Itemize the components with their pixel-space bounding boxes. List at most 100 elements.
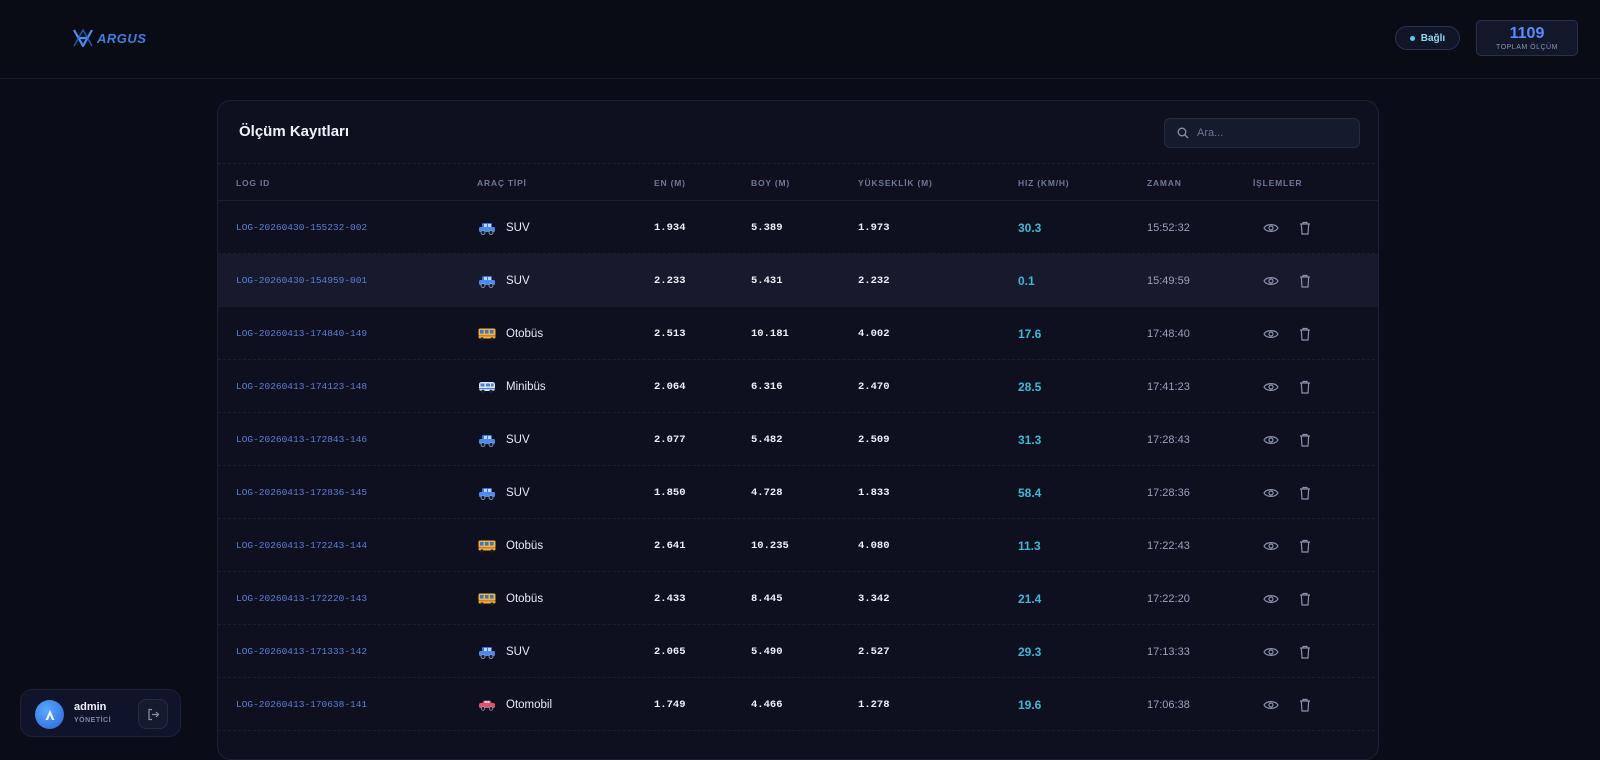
column-header-vehicle-type[interactable]: ARAÇ TİPİ bbox=[477, 178, 527, 188]
view-button[interactable] bbox=[1263, 220, 1279, 236]
user-role: YÖNETİCİ bbox=[74, 717, 112, 724]
log-id-link[interactable]: LOG-20260413-172243-144 bbox=[236, 540, 368, 551]
delete-button[interactable] bbox=[1297, 644, 1313, 660]
vehicle-type-label: SUV bbox=[506, 221, 530, 234]
table-row[interactable]: LOG-20260413-174123-148 Minibüs 2.064 6.316… bbox=[218, 360, 1378, 413]
vehicle-type-cell: Otobüs bbox=[477, 307, 543, 360]
log-id-link[interactable]: LOG-20260430-155232-002 bbox=[236, 222, 368, 233]
row-actions bbox=[1263, 466, 1313, 519]
log-id-link[interactable]: LOG-20260413-174123-148 bbox=[236, 381, 368, 392]
eye-icon bbox=[1263, 488, 1279, 497]
view-button[interactable] bbox=[1263, 644, 1279, 660]
delete-button[interactable] bbox=[1297, 273, 1313, 289]
vehicle-type-label: Otobüs bbox=[506, 327, 544, 340]
search-input[interactable] bbox=[1197, 127, 1347, 139]
delete-button[interactable] bbox=[1297, 697, 1313, 713]
table-row[interactable]: LOG-20260413-172836-145 SUV 1.850 4.728 1.83… bbox=[218, 466, 1378, 519]
delete-button[interactable] bbox=[1297, 220, 1313, 236]
user-name: admin bbox=[74, 701, 107, 713]
log-id-link[interactable]: LOG-20260430-154959-001 bbox=[236, 275, 368, 286]
column-header-log-id[interactable]: LOG ID bbox=[236, 178, 271, 188]
status-dot-icon bbox=[1409, 35, 1415, 41]
minibus-icon bbox=[477, 380, 497, 394]
height-value: 4.080 bbox=[858, 539, 890, 552]
column-header-width[interactable]: EN (M) bbox=[654, 178, 686, 188]
bus-icon bbox=[477, 539, 497, 553]
log-id-link[interactable]: LOG-20260413-171333-142 bbox=[236, 646, 368, 657]
table-row[interactable]: LOG-20260413-172843-146 SUV 2.077 5.482 2.50… bbox=[218, 413, 1378, 466]
table-row[interactable]: LOG-20260430-155232-002 SUV 1.934 5.389 1.97… bbox=[218, 201, 1378, 254]
length-value: 6.316 bbox=[751, 380, 783, 393]
view-button[interactable] bbox=[1263, 432, 1279, 448]
time-value: 17:48:40 bbox=[1147, 327, 1190, 340]
vehicle-type-cell: SUV bbox=[477, 254, 530, 307]
brand-logo[interactable]: ARGUS bbox=[72, 27, 146, 49]
eye-icon bbox=[1263, 276, 1279, 285]
view-button[interactable] bbox=[1263, 485, 1279, 501]
bus-icon bbox=[477, 592, 497, 606]
delete-button[interactable] bbox=[1297, 591, 1313, 607]
eye-icon bbox=[1263, 435, 1279, 444]
log-id-link[interactable]: LOG-20260413-172836-145 bbox=[236, 487, 368, 498]
vehicle-type-label: SUV bbox=[506, 486, 530, 499]
suv-icon bbox=[477, 433, 497, 447]
column-header-height[interactable]: YÜKSEKLİK (M) bbox=[858, 178, 933, 188]
column-header-time[interactable]: ZAMAN bbox=[1147, 178, 1182, 188]
logout-button[interactable] bbox=[138, 699, 168, 729]
car-icon bbox=[477, 698, 497, 712]
log-id-link[interactable]: LOG-20260413-172220-143 bbox=[236, 593, 368, 604]
column-header-length[interactable]: BOY (M) bbox=[751, 178, 790, 188]
speed-value: 30.3 bbox=[1018, 220, 1042, 235]
view-button[interactable] bbox=[1263, 538, 1279, 554]
delete-button[interactable] bbox=[1297, 485, 1313, 501]
bus-icon bbox=[477, 327, 497, 341]
log-id-link[interactable]: LOG-20260413-174840-149 bbox=[236, 328, 368, 339]
height-value: 2.470 bbox=[858, 380, 890, 393]
table-row[interactable]: LOG-20260413-171333-142 SUV 2.065 5.490 2.52… bbox=[218, 625, 1378, 678]
height-value: 1.278 bbox=[858, 698, 890, 711]
table-row[interactable]: LOG-20260413-172243-144 Otobüs 2.641 10.235… bbox=[218, 519, 1378, 572]
measurement-records-panel: Ölçüm Kayıtları LOG ID ARAÇ TİPİ EN (M) … bbox=[217, 100, 1379, 760]
speed-value: 11.3 bbox=[1018, 538, 1041, 553]
length-value: 5.482 bbox=[751, 433, 783, 446]
avatar[interactable] bbox=[35, 700, 64, 729]
vehicle-type-label: Otobüs bbox=[506, 539, 544, 552]
length-value: 5.431 bbox=[751, 274, 783, 287]
width-value: 1.749 bbox=[654, 698, 686, 711]
suv-icon bbox=[477, 274, 497, 288]
speed-value: 21.4 bbox=[1018, 591, 1042, 606]
eye-icon bbox=[1263, 223, 1279, 232]
delete-button[interactable] bbox=[1297, 538, 1313, 554]
table-row[interactable]: LOG-20260413-172220-143 Otobüs 2.433 8.445 3… bbox=[218, 572, 1378, 625]
row-actions bbox=[1263, 360, 1313, 413]
view-button[interactable] bbox=[1263, 326, 1279, 342]
page-title: Ölçüm Kayıtları bbox=[239, 123, 350, 140]
table-row[interactable]: LOG-20260430-154959-001 SUV 2.233 5.431 2.23… bbox=[218, 254, 1378, 307]
delete-button[interactable] bbox=[1297, 432, 1313, 448]
trash-icon bbox=[1300, 274, 1310, 288]
view-button[interactable] bbox=[1263, 591, 1279, 607]
trash-icon bbox=[1300, 698, 1310, 712]
table-row[interactable]: LOG-20260413-174840-149 Otobüs 2.513 10.181… bbox=[218, 307, 1378, 360]
speed-value: 0.1 bbox=[1018, 273, 1035, 288]
width-value: 2.233 bbox=[654, 274, 686, 287]
delete-button[interactable] bbox=[1297, 326, 1313, 342]
delete-button[interactable] bbox=[1297, 379, 1313, 395]
time-value: 17:22:20 bbox=[1147, 592, 1190, 605]
table-row[interactable]: LOG-20260413-170638-141 Otomobil 1.749 4.46… bbox=[218, 678, 1378, 731]
height-value: 4.002 bbox=[858, 327, 890, 340]
search-box[interactable] bbox=[1164, 118, 1360, 148]
eye-icon bbox=[1263, 541, 1279, 550]
trash-icon bbox=[1300, 433, 1310, 447]
vehicle-type-label: SUV bbox=[506, 274, 530, 287]
trash-icon bbox=[1300, 486, 1310, 500]
column-header-speed[interactable]: HIZ (KM/H) bbox=[1018, 178, 1070, 188]
view-button[interactable] bbox=[1263, 697, 1279, 713]
user-avatar-icon bbox=[45, 709, 54, 720]
row-actions bbox=[1263, 307, 1313, 360]
log-id-link[interactable]: LOG-20260413-172843-146 bbox=[236, 434, 368, 445]
view-button[interactable] bbox=[1263, 379, 1279, 395]
suv-icon bbox=[477, 221, 497, 235]
log-id-link[interactable]: LOG-20260413-170638-141 bbox=[236, 699, 368, 710]
view-button[interactable] bbox=[1263, 273, 1279, 289]
